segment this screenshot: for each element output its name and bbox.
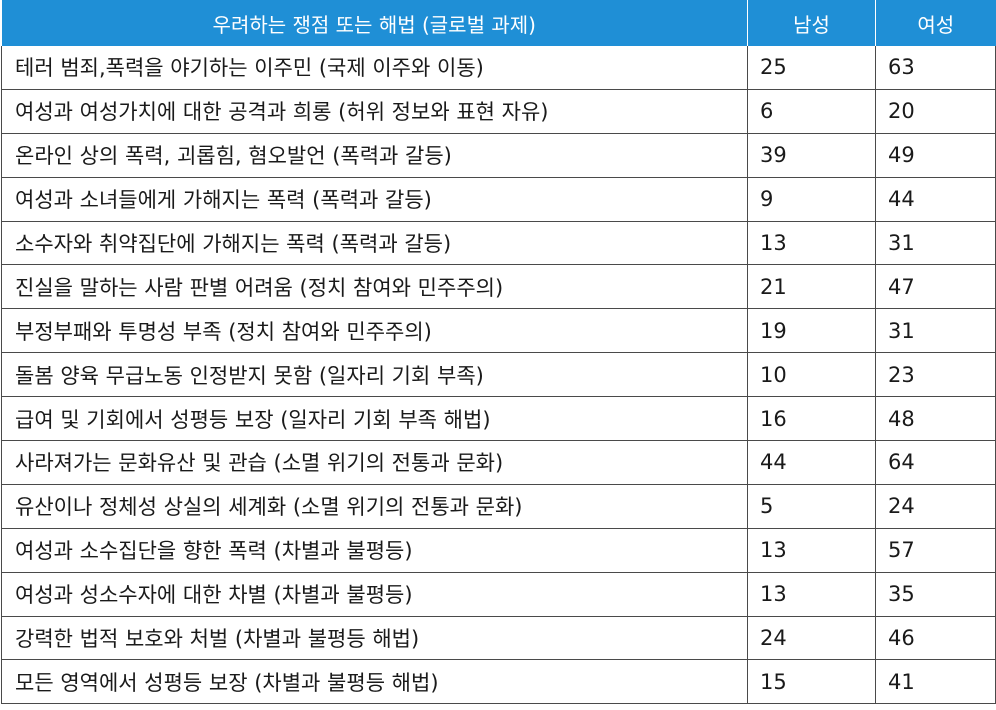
cell-male: 19 [747,308,876,354]
cell-female: 48 [875,396,996,442]
cell-female: 35 [875,571,996,617]
cell-female: 20 [875,88,996,134]
table-header: 우려하는 쟁점 또는 해법 (글로벌 과제) 남성 여성 [1,0,996,46]
cell-female: 46 [875,615,996,661]
table-row: 돌봄 양육 무급노동 인정받지 못함 (일자리 기회 부족) 10 23 [1,352,996,398]
cell-female: 49 [875,132,996,178]
table-row: 여성과 성소수자에 대한 차별 (차별과 불평등) 13 35 [1,571,996,617]
cell-female: 63 [875,46,996,90]
cell-female: 44 [875,176,996,222]
table-row: 여성과 소녀들에게 가해지는 폭력 (폭력과 갈등) 9 44 [1,176,996,222]
cell-male: 6 [747,88,876,134]
cell-issue: 부정부패와 투명성 부족 (정치 참여와 민주주의) [1,308,748,354]
cell-male: 9 [747,176,876,222]
table-body: 테러 범죄,폭력을 야기하는 이주민 (국제 이주와 이동) 25 63 여성과 여성… [1,46,996,705]
cell-issue: 강력한 법적 보호와 처벌 (차별과 불평등 해법) [1,615,748,661]
cell-male: 25 [747,46,876,90]
table-row: 테러 범죄,폭력을 야기하는 이주민 (국제 이주와 이동) 25 63 [1,46,996,90]
cell-issue: 진실을 말하는 사람 판별 어려움 (정치 참여와 민주주의) [1,264,748,310]
table-row: 사라져가는 문화유산 및 관습 (소멸 위기의 전통과 문화) 44 64 [1,440,996,485]
cell-male: 39 [747,132,876,178]
cell-male: 15 [747,659,876,705]
cell-male: 21 [747,264,876,310]
cell-issue: 여성과 성소수자에 대한 차별 (차별과 불평등) [1,571,748,617]
table-row: 부정부패와 투명성 부족 (정치 참여와 민주주의) 19 31 [1,308,996,354]
table-row: 모든 영역에서 성평등 보장 (차별과 불평등 해법) 15 41 [1,659,996,705]
cell-issue: 여성과 여성가치에 대한 공격과 희롱 (허위 정보와 표현 자유) [1,88,748,134]
cell-female: 47 [875,264,996,310]
cell-issue: 사라져가는 문화유산 및 관습 (소멸 위기의 전통과 문화) [1,440,748,485]
table-row: 여성과 소수집단을 향한 폭력 (차별과 불평등) 13 57 [1,527,996,573]
cell-male: 44 [747,440,876,485]
table-row: 여성과 여성가치에 대한 공격과 희롱 (허위 정보와 표현 자유) 6 20 [1,88,996,134]
table-row: 강력한 법적 보호와 처벌 (차별과 불평등 해법) 24 46 [1,615,996,661]
cell-male: 13 [747,527,876,573]
cell-female: 23 [875,352,996,398]
cell-issue: 소수자와 취약집단에 가해지는 폭력 (폭력과 갈등) [1,220,748,266]
cell-male: 13 [747,220,876,266]
table-row: 유산이나 정체성 상실의 세계화 (소멸 위기의 전통과 문화) 5 24 [1,483,996,529]
cell-issue: 급여 및 기회에서 성평등 보장 (일자리 기회 부족 해법) [1,396,748,442]
cell-female: 57 [875,527,996,573]
cell-female: 31 [875,308,996,354]
cell-female: 64 [875,440,996,485]
cell-female: 31 [875,220,996,266]
cell-male: 24 [747,615,876,661]
cell-male: 5 [747,483,876,529]
cell-issue: 돌봄 양육 무급노동 인정받지 못함 (일자리 기회 부족) [1,352,748,398]
table-row: 소수자와 취약집단에 가해지는 폭력 (폭력과 갈등) 13 31 [1,220,996,266]
cell-female: 24 [875,483,996,529]
table-row: 급여 및 기회에서 성평등 보장 (일자리 기회 부족 해법) 16 48 [1,396,996,442]
header-female: 여성 [875,0,996,46]
cell-issue: 온라인 상의 폭력, 괴롭힘, 혐오발언 (폭력과 갈등) [1,132,748,178]
header-male: 남성 [747,0,876,46]
cell-male: 16 [747,396,876,442]
cell-issue: 여성과 소녀들에게 가해지는 폭력 (폭력과 갈등) [1,176,748,222]
cell-male: 10 [747,352,876,398]
cell-issue: 모든 영역에서 성평등 보장 (차별과 불평등 해법) [1,659,748,705]
header-row: 우려하는 쟁점 또는 해법 (글로벌 과제) 남성 여성 [1,0,996,46]
cell-female: 41 [875,659,996,705]
cell-issue: 테러 범죄,폭력을 야기하는 이주민 (국제 이주와 이동) [1,46,748,90]
cell-issue: 여성과 소수집단을 향한 폭력 (차별과 불평등) [1,527,748,573]
cell-issue: 유산이나 정체성 상실의 세계화 (소멸 위기의 전통과 문화) [1,483,748,529]
table-row: 진실을 말하는 사람 판별 어려움 (정치 참여와 민주주의) 21 47 [1,264,996,310]
header-issue: 우려하는 쟁점 또는 해법 (글로벌 과제) [1,0,748,46]
table-row: 온라인 상의 폭력, 괴롭힘, 혐오발언 (폭력과 갈등) 39 49 [1,132,996,178]
cell-male: 13 [747,571,876,617]
